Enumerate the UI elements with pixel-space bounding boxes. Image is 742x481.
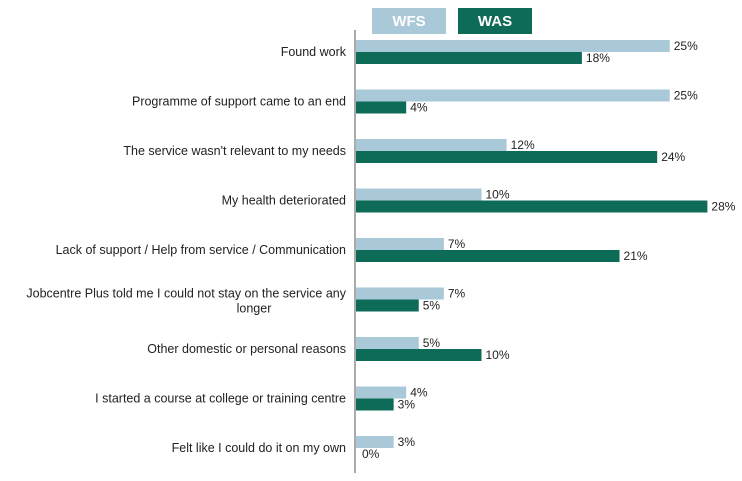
category-label: Programme of support came to an end — [132, 95, 346, 109]
category-label: Lack of support / Help from service / Co… — [56, 243, 346, 257]
bar-was — [356, 250, 620, 262]
data-label: 18% — [586, 51, 610, 65]
category-label: Jobcentre Plus told me I could not stay … — [26, 287, 346, 316]
bar-wfs — [356, 238, 444, 250]
data-label: 4% — [410, 101, 428, 115]
category-label: Felt like I could do it on my own — [172, 441, 346, 455]
data-label: 5% — [423, 299, 441, 313]
legend-wfs: WFS — [372, 8, 446, 34]
data-label: 7% — [448, 237, 466, 251]
bar-was — [356, 101, 407, 114]
bar-was — [356, 299, 419, 312]
data-label: 21% — [624, 249, 648, 263]
bar-wfs — [356, 386, 407, 399]
bar-wfs — [356, 139, 507, 151]
data-label: 4% — [410, 386, 428, 400]
data-label: 5% — [423, 336, 441, 350]
data-label: 7% — [448, 287, 466, 301]
data-label: 24% — [661, 150, 685, 164]
data-label: 12% — [511, 138, 535, 152]
legend-was: WAS — [458, 8, 532, 34]
bar-was — [356, 349, 482, 361]
category-label: I started a course at college or trainin… — [95, 392, 346, 406]
bar-wfs — [356, 287, 444, 300]
data-label: 10% — [486, 348, 510, 362]
category-label: The service wasn't relevant to my needs — [123, 144, 346, 158]
bar-wfs — [356, 188, 482, 201]
data-label: 25% — [674, 39, 698, 53]
data-label: 3% — [398, 398, 416, 412]
bar-was — [356, 52, 582, 64]
data-label: 28% — [711, 200, 735, 214]
bar-wfs — [356, 40, 670, 52]
data-label: 25% — [674, 89, 698, 103]
category-label: Other domestic or personal reasons — [147, 342, 346, 356]
data-label: 3% — [398, 435, 416, 449]
bar-wfs — [356, 337, 419, 349]
bar-wfs — [356, 89, 670, 102]
category-label: Found work — [281, 45, 347, 59]
data-label: 0% — [362, 447, 380, 461]
bar-wfs — [356, 436, 394, 448]
bar-was — [356, 200, 708, 213]
category-label: My health deteriorated — [222, 194, 346, 208]
bar-was — [356, 398, 394, 411]
bar-was — [356, 151, 658, 163]
data-label: 10% — [486, 188, 510, 202]
